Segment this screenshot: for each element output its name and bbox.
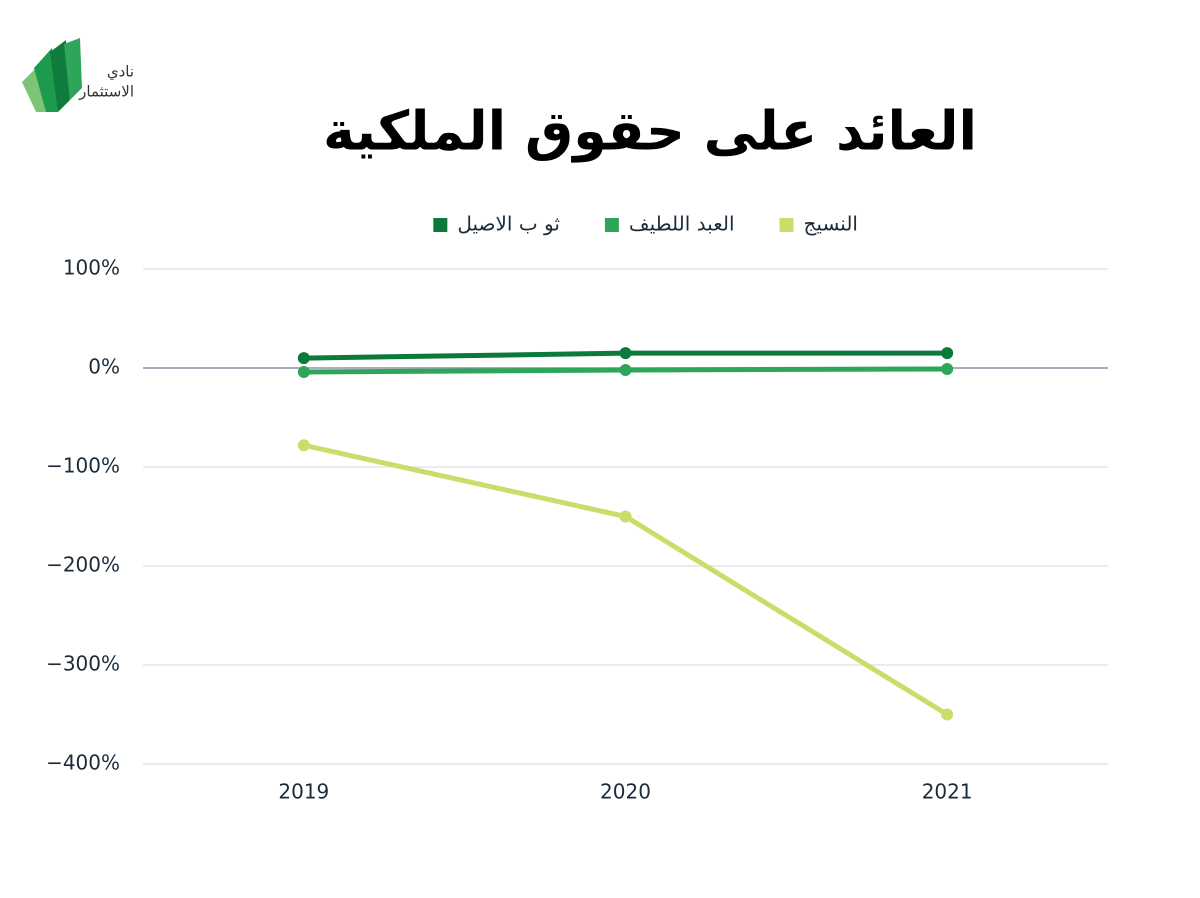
- data-point: [297, 365, 310, 378]
- legend-label: ثو ب الاصيل: [457, 212, 560, 236]
- data-point: [941, 347, 954, 360]
- legend-label: العبد اللطيف: [629, 212, 735, 236]
- series-line: [303, 442, 949, 717]
- chart-title: العائد على حقوق الملكية: [323, 100, 977, 163]
- y-tick-label: −100%: [46, 454, 120, 478]
- x-tick-label: 2019: [278, 780, 329, 804]
- data-point: [297, 352, 310, 365]
- logo-text: نادي: [107, 63, 134, 82]
- y-tick-label: −200%: [46, 553, 120, 577]
- legend-swatch: [433, 218, 448, 232]
- y-tick-label: 100%: [63, 256, 120, 280]
- data-point: [619, 363, 632, 376]
- data-point: [941, 362, 954, 375]
- y-tick-label: 0%: [88, 355, 120, 379]
- data-point: [619, 510, 632, 523]
- x-tick-label: 2020: [600, 780, 651, 804]
- legend-label: النسيج: [804, 212, 858, 236]
- y-tick-label: −400%: [46, 751, 120, 775]
- data-point: [297, 439, 310, 452]
- legend-swatch: [779, 218, 794, 232]
- logo-mark: [22, 38, 82, 112]
- data-point: [941, 708, 954, 721]
- x-tick-label: 2021: [922, 780, 973, 804]
- y-tick-label: −300%: [46, 652, 120, 676]
- logo-text: الاستثمار: [78, 83, 134, 101]
- legend-swatch: [604, 218, 619, 232]
- data-point: [619, 347, 632, 360]
